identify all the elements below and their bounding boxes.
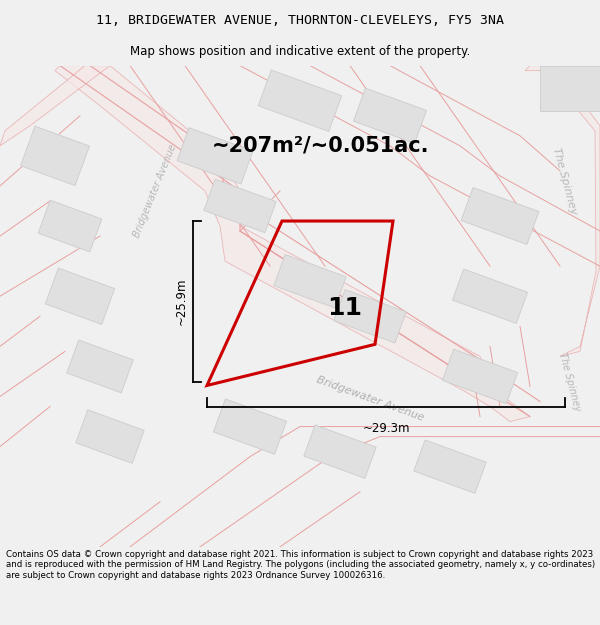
Text: 11, BRIDGEWATER AVENUE, THORNTON-CLEVELEYS, FY5 3NA: 11, BRIDGEWATER AVENUE, THORNTON-CLEVELE… [96, 14, 504, 27]
Text: ~29.3m: ~29.3m [362, 422, 410, 435]
Polygon shape [525, 66, 600, 356]
Polygon shape [442, 349, 518, 404]
Polygon shape [452, 269, 527, 323]
Polygon shape [540, 66, 600, 111]
Text: ~207m²/~0.051ac.: ~207m²/~0.051ac. [211, 136, 429, 156]
Polygon shape [414, 440, 486, 493]
Polygon shape [46, 268, 115, 324]
Polygon shape [20, 126, 89, 186]
Polygon shape [204, 179, 276, 232]
Polygon shape [334, 289, 406, 343]
Polygon shape [304, 425, 376, 478]
Polygon shape [177, 127, 253, 184]
Polygon shape [214, 399, 287, 454]
Polygon shape [353, 88, 427, 143]
Text: Contains OS data © Crown copyright and database right 2021. This information is : Contains OS data © Crown copyright and d… [6, 550, 595, 580]
Polygon shape [461, 188, 539, 244]
Text: 11: 11 [327, 296, 362, 320]
Text: Bridgewater Avenue: Bridgewater Avenue [315, 374, 425, 423]
Polygon shape [55, 66, 530, 421]
Text: The Spinney: The Spinney [551, 146, 579, 216]
Polygon shape [38, 200, 102, 252]
Polygon shape [0, 66, 110, 146]
Text: Map shows position and indicative extent of the property.: Map shows position and indicative extent… [130, 46, 470, 58]
Text: The Spinney: The Spinney [557, 351, 583, 412]
Text: ~25.9m: ~25.9m [175, 278, 187, 326]
Text: Bridgewater Avenue: Bridgewater Avenue [132, 143, 178, 239]
Polygon shape [67, 340, 133, 393]
Polygon shape [258, 70, 342, 131]
Polygon shape [274, 254, 346, 308]
Polygon shape [76, 410, 144, 463]
